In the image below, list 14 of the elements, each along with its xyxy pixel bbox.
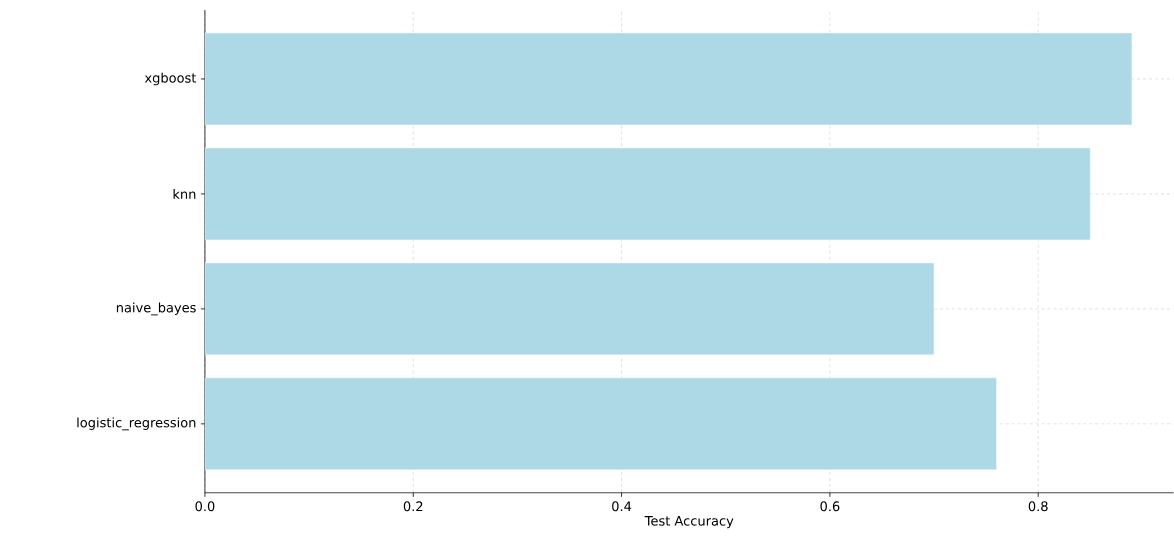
x-axis-title: Test Accuracy — [644, 516, 734, 529]
x-tick-label: 0.0 — [195, 501, 215, 512]
bar — [204, 377, 997, 471]
x-tick-label: 0.6 — [820, 501, 840, 512]
y-tick-label: naive_bayes — [116, 302, 196, 316]
x-tick-label: 0.8 — [1028, 501, 1048, 512]
x-tick-label: 0.4 — [612, 501, 632, 512]
x-tick-label: 0.2 — [403, 501, 423, 512]
y-tick-label: xgboost — [144, 72, 197, 86]
bar — [204, 147, 1091, 241]
bar — [204, 262, 935, 356]
y-tick-label: logistic_regression — [77, 417, 196, 431]
y-tick-label: knn — [173, 189, 196, 199]
bar — [204, 32, 1133, 126]
